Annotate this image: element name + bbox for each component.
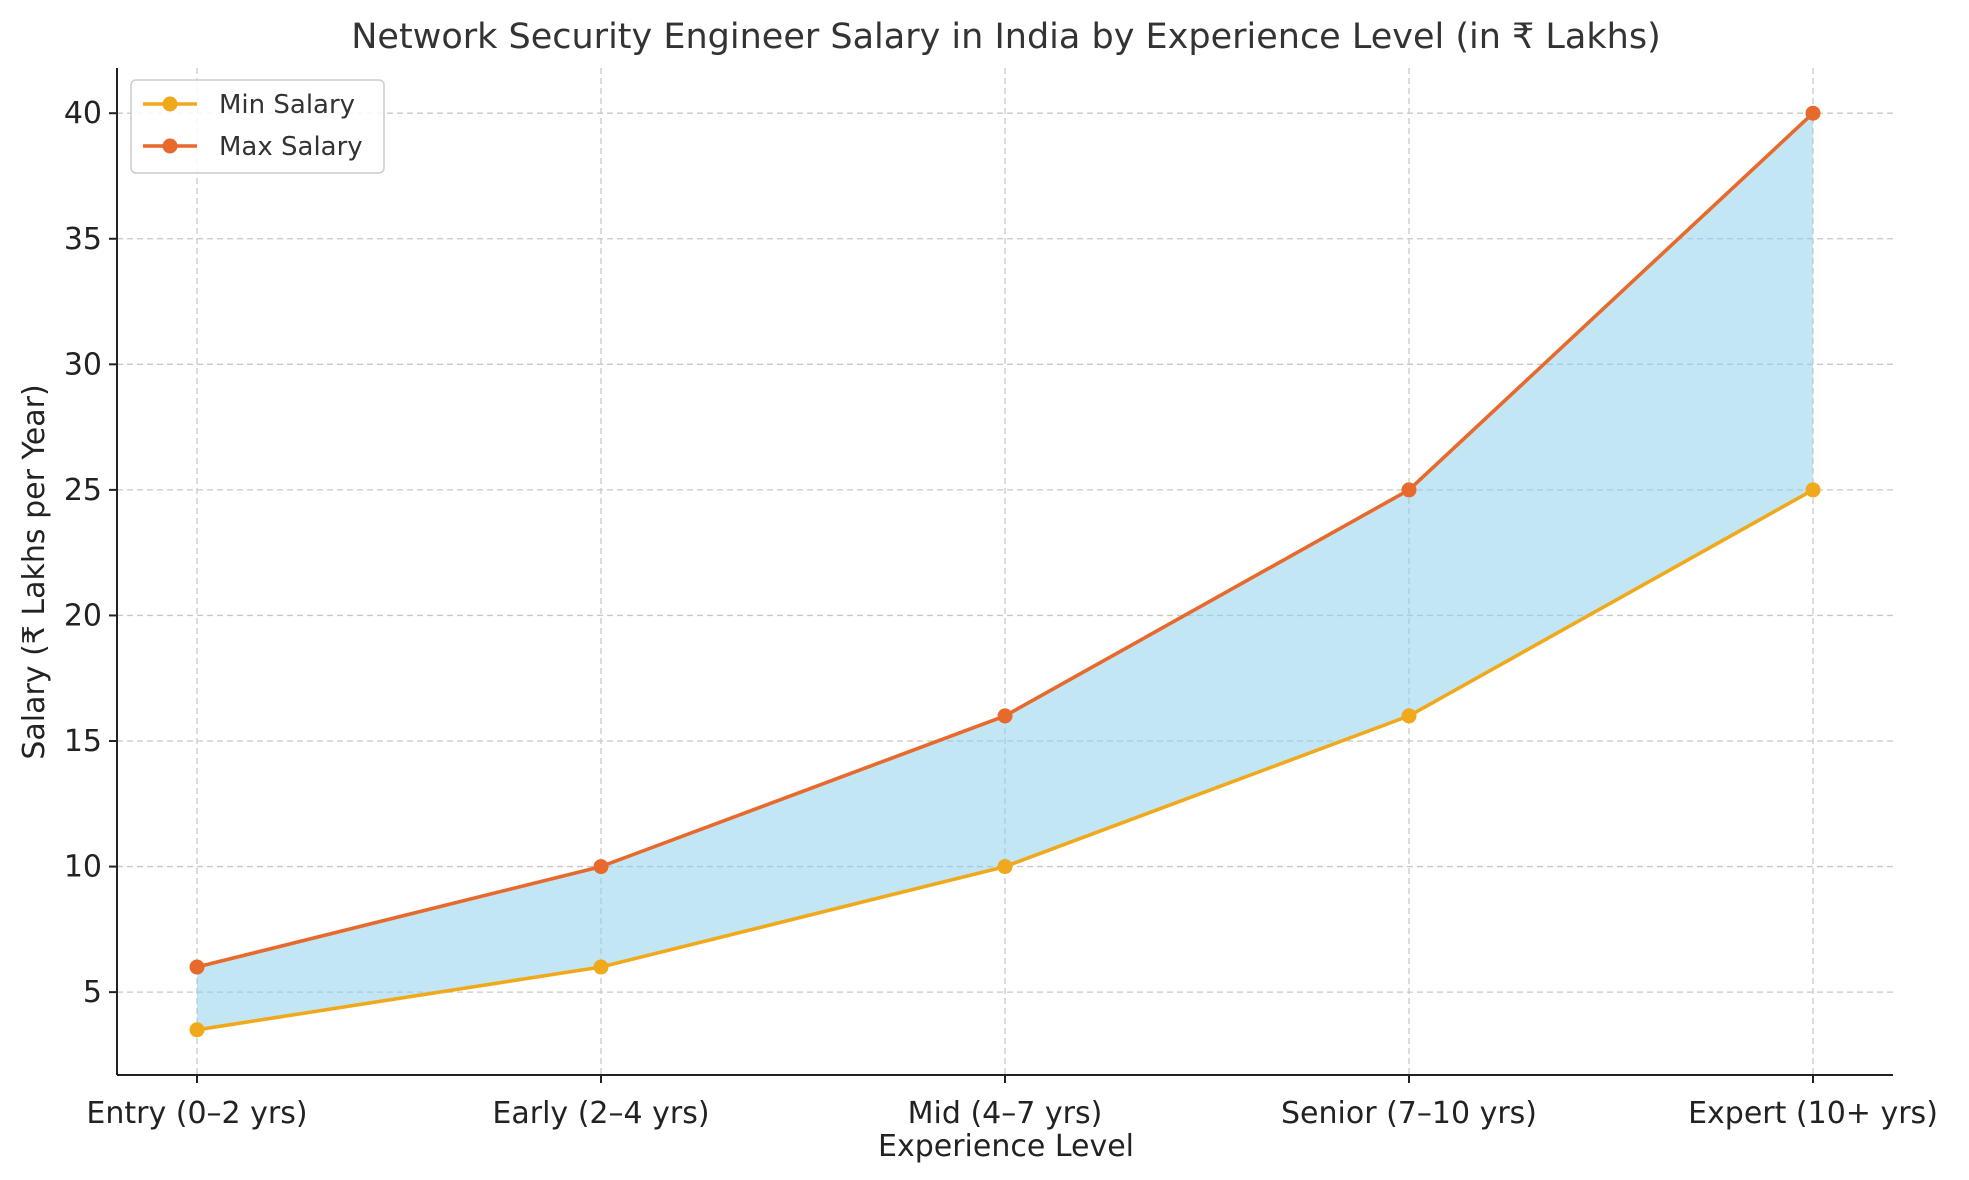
x-tick-label: Early (2–4 yrs)	[492, 1096, 709, 1131]
x-tick-label: Expert (10+ yrs)	[1688, 1096, 1938, 1131]
min-salary-point	[593, 959, 609, 975]
y-tick-label: 40	[64, 96, 102, 131]
max-salary-point	[1805, 105, 1821, 121]
x-axis-label: Experience Level	[878, 1129, 1134, 1164]
y-tick-label: 20	[64, 598, 102, 633]
min-salary-legend-label: Min Salary	[219, 90, 355, 120]
x-tick-label: Senior (7–10 yrs)	[1281, 1096, 1537, 1131]
y-tick-label: 30	[64, 347, 102, 382]
x-tick-label: Entry (0–2 yrs)	[86, 1096, 307, 1131]
min-salary-point	[997, 859, 1013, 875]
salary-range-fill	[197, 113, 1813, 1030]
y-tick-label: 5	[83, 975, 102, 1010]
max-salary-point	[997, 708, 1013, 724]
min-salary-point	[1401, 708, 1417, 724]
x-tick-label: Mid (4–7 yrs)	[908, 1096, 1103, 1131]
min-salary-point	[189, 1022, 205, 1038]
max-salary-legend-label: Max Salary	[219, 132, 363, 162]
y-tick-label: 25	[64, 473, 102, 508]
chart-title: Network Security Engineer Salary in Indi…	[351, 17, 1660, 57]
y-axis-label: Salary (₹ Lakhs per Year)	[17, 384, 52, 759]
y-tick-label: 10	[64, 850, 102, 885]
x-ticks: Entry (0–2 yrs) Early (2–4 yrs) Mid (4–7 y…	[86, 1075, 1938, 1131]
y-tick-label: 35	[64, 222, 102, 257]
max-salary-point	[593, 859, 609, 875]
legend: Min Salary Max Salary	[130, 79, 385, 174]
max-salary-point	[189, 959, 205, 975]
min-salary-legend-marker	[162, 96, 178, 112]
max-salary-legend-marker	[162, 138, 178, 154]
y-ticks: 5 10 15 20 25 30 35 40	[64, 96, 117, 1010]
y-tick-label: 15	[64, 724, 102, 759]
series-layer	[189, 105, 1821, 1038]
max-salary-point	[1401, 482, 1417, 498]
min-salary-point	[1805, 482, 1821, 498]
